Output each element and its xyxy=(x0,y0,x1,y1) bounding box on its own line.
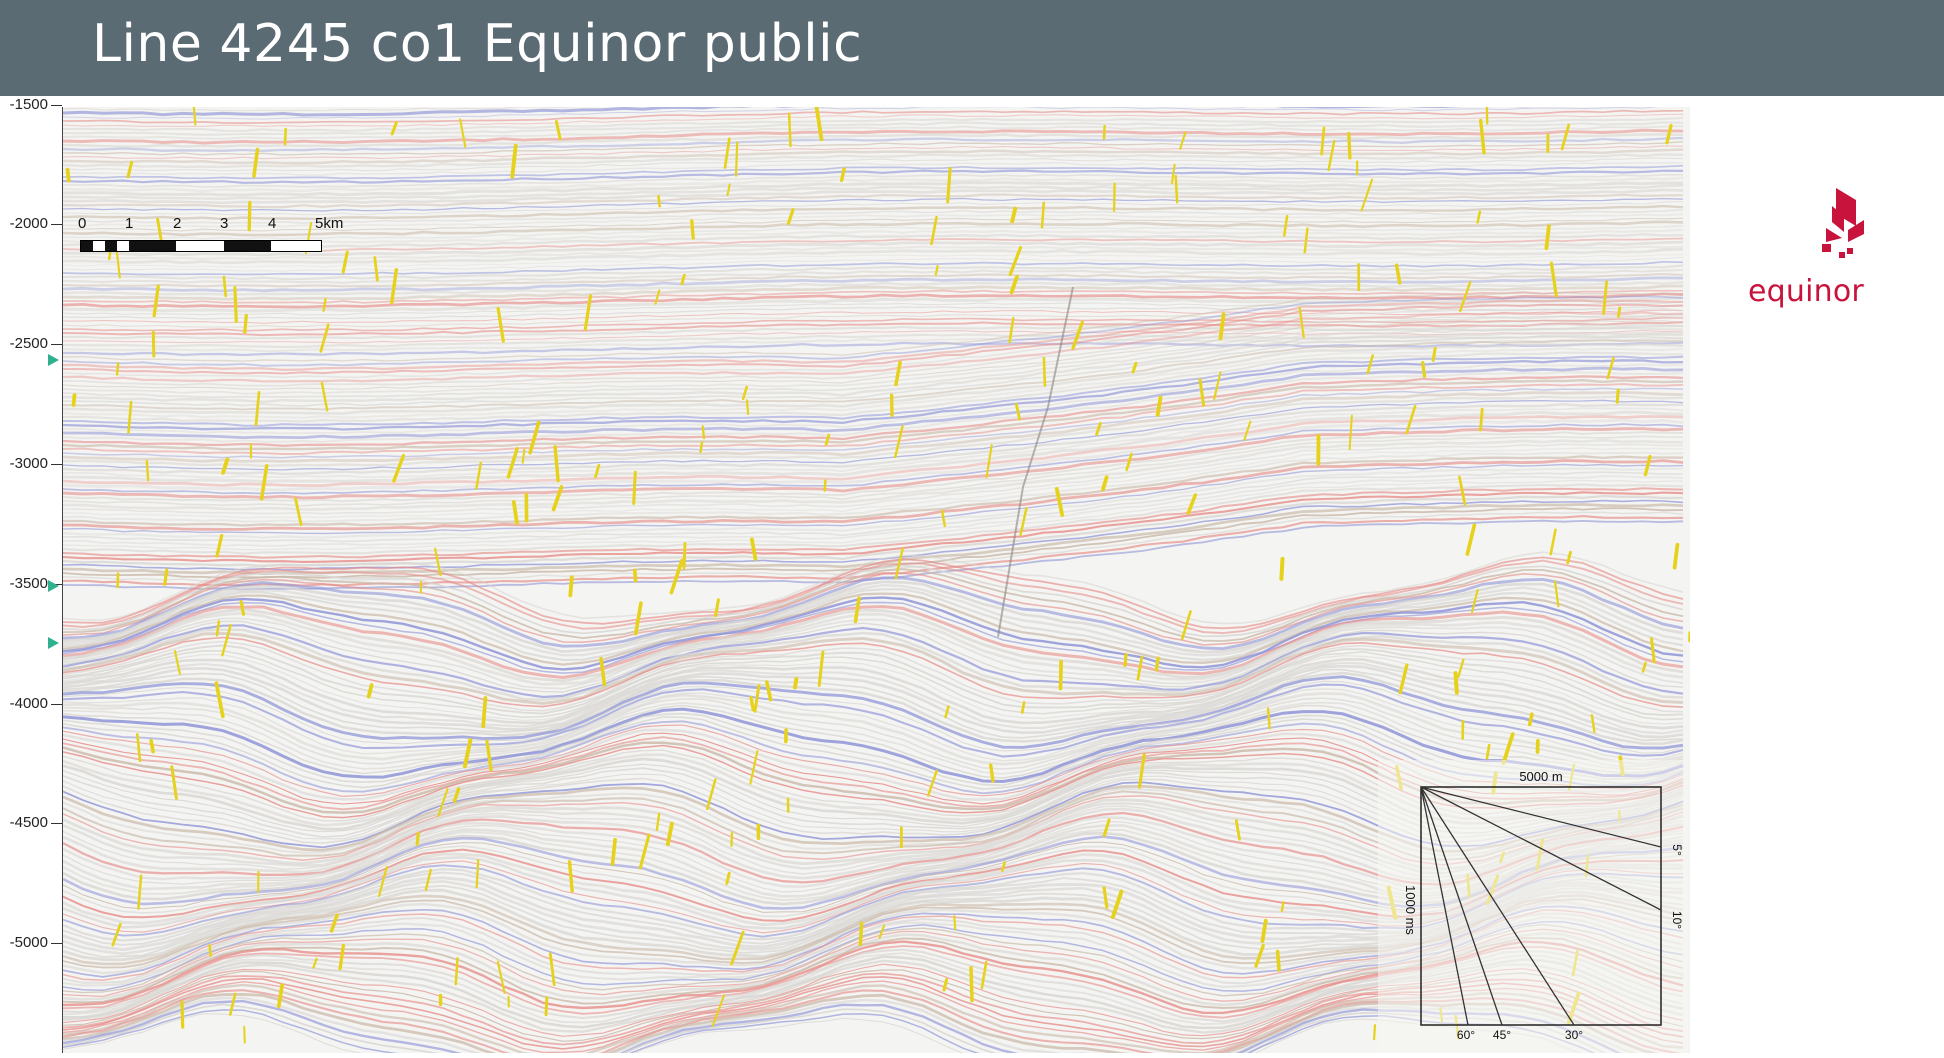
depth-tick-label: -2000 xyxy=(10,212,48,236)
depth-tick: -2500 xyxy=(0,332,62,356)
page-title: Line 4245 co1 Equinor public xyxy=(92,14,862,74)
depth-tick-label: -3000 xyxy=(10,452,48,476)
angle-label: 30° xyxy=(1565,1028,1583,1042)
depth-tick: -5000 xyxy=(0,931,62,955)
depth-tick-label: -4000 xyxy=(10,692,48,716)
scale-label: 0 xyxy=(78,215,86,232)
depth-axis: -1500 -2000 -2500 -3000 -3500 -4000 -450… xyxy=(0,96,62,1053)
angle-label: 5° xyxy=(1670,844,1684,856)
logo-text: equinor xyxy=(1748,274,1888,309)
depth-tick: -1500 xyxy=(0,93,62,117)
depth-tick: -4000 xyxy=(0,692,62,716)
angle-inset: 5000 m 1000 ms 5° 10° 30° 45° 60° xyxy=(1378,760,1688,1053)
depth-tick-label: -5000 xyxy=(10,931,48,955)
depth-tick-label: -1500 xyxy=(10,93,48,117)
scale-label: 4 xyxy=(268,215,276,232)
scale-bar-graphic xyxy=(80,240,322,252)
scale-label: 1 xyxy=(125,215,133,232)
depth-tick-label: -2500 xyxy=(10,332,48,356)
depth-tick-label: -3500 xyxy=(10,572,48,596)
equinor-logo: equinor xyxy=(1748,186,1888,306)
angle-label: 10° xyxy=(1670,911,1684,929)
angle-diagram: 5000 m 1000 ms 5° 10° 30° 45° 60° xyxy=(1378,760,1688,1053)
inset-vertical-label: 1000 ms xyxy=(1403,885,1418,935)
horizon-marker[interactable] xyxy=(48,637,59,649)
angle-label: 45° xyxy=(1493,1028,1511,1042)
scale-label: 2 xyxy=(173,215,181,232)
depth-tick: -4500 xyxy=(0,811,62,835)
angle-label: 60° xyxy=(1457,1028,1475,1042)
depth-tick: -3000 xyxy=(0,452,62,476)
equinor-logo-icon xyxy=(1748,186,1888,276)
scale-label: 5km xyxy=(315,215,343,232)
depth-tick-label: -4500 xyxy=(10,811,48,835)
title-bar: Line 4245 co1 Equinor public xyxy=(0,0,1944,96)
horizon-marker[interactable] xyxy=(48,354,59,366)
scale-bar: 0 1 2 3 4 5km xyxy=(78,215,328,255)
scale-label: 3 xyxy=(220,215,228,232)
depth-tick: -2000 xyxy=(0,212,62,236)
horizon-marker[interactable] xyxy=(48,580,59,592)
inset-horizontal-label: 5000 m xyxy=(1519,769,1562,784)
